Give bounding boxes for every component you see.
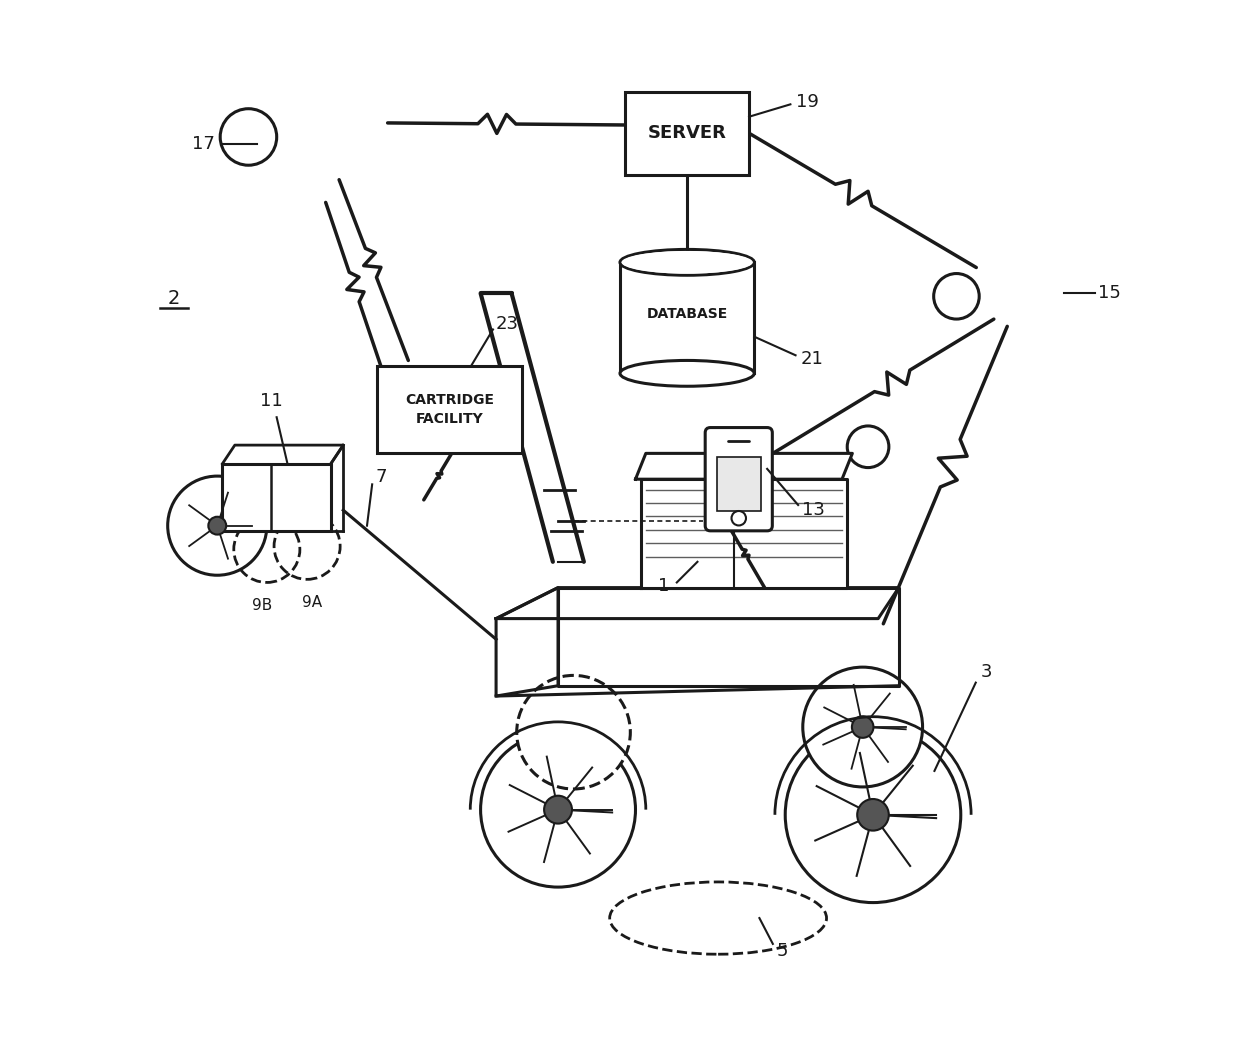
- Circle shape: [857, 799, 889, 831]
- Text: 9B: 9B: [252, 598, 272, 613]
- Circle shape: [208, 516, 226, 535]
- Text: 9A: 9A: [303, 594, 322, 610]
- Text: 5: 5: [777, 942, 789, 960]
- Text: DATABASE: DATABASE: [646, 307, 728, 321]
- FancyBboxPatch shape: [706, 428, 773, 531]
- Circle shape: [517, 676, 630, 789]
- Circle shape: [847, 426, 889, 467]
- FancyBboxPatch shape: [377, 365, 522, 454]
- Text: 11: 11: [260, 392, 283, 410]
- Circle shape: [852, 716, 873, 738]
- Text: 23: 23: [496, 315, 518, 333]
- Text: 2: 2: [167, 289, 180, 308]
- Circle shape: [221, 108, 277, 166]
- Circle shape: [167, 476, 267, 576]
- Circle shape: [934, 274, 980, 320]
- Text: 1: 1: [658, 577, 670, 594]
- Text: SERVER: SERVER: [647, 124, 727, 143]
- FancyBboxPatch shape: [222, 463, 331, 531]
- Polygon shape: [641, 479, 847, 587]
- Circle shape: [936, 276, 976, 316]
- Bar: [620, 262, 754, 386]
- Text: 7: 7: [376, 468, 387, 486]
- Text: 21: 21: [801, 350, 823, 367]
- Ellipse shape: [621, 251, 753, 274]
- Text: CARTRIDGE
FACILITY: CARTRIDGE FACILITY: [405, 393, 494, 426]
- FancyBboxPatch shape: [717, 457, 761, 511]
- Circle shape: [802, 667, 923, 787]
- Text: 19: 19: [796, 93, 818, 110]
- Polygon shape: [496, 587, 558, 686]
- Circle shape: [223, 112, 273, 161]
- Text: 17: 17: [192, 134, 216, 153]
- Text: 15: 15: [1099, 284, 1121, 302]
- FancyBboxPatch shape: [625, 92, 749, 175]
- Circle shape: [785, 727, 961, 903]
- Ellipse shape: [620, 360, 754, 386]
- Circle shape: [481, 732, 635, 887]
- Circle shape: [732, 441, 756, 465]
- Text: 3: 3: [981, 663, 992, 681]
- Text: 13: 13: [802, 501, 825, 519]
- Ellipse shape: [620, 250, 754, 275]
- Polygon shape: [558, 587, 899, 686]
- Circle shape: [544, 795, 572, 823]
- Polygon shape: [635, 454, 852, 479]
- Circle shape: [849, 429, 887, 465]
- Polygon shape: [496, 587, 899, 618]
